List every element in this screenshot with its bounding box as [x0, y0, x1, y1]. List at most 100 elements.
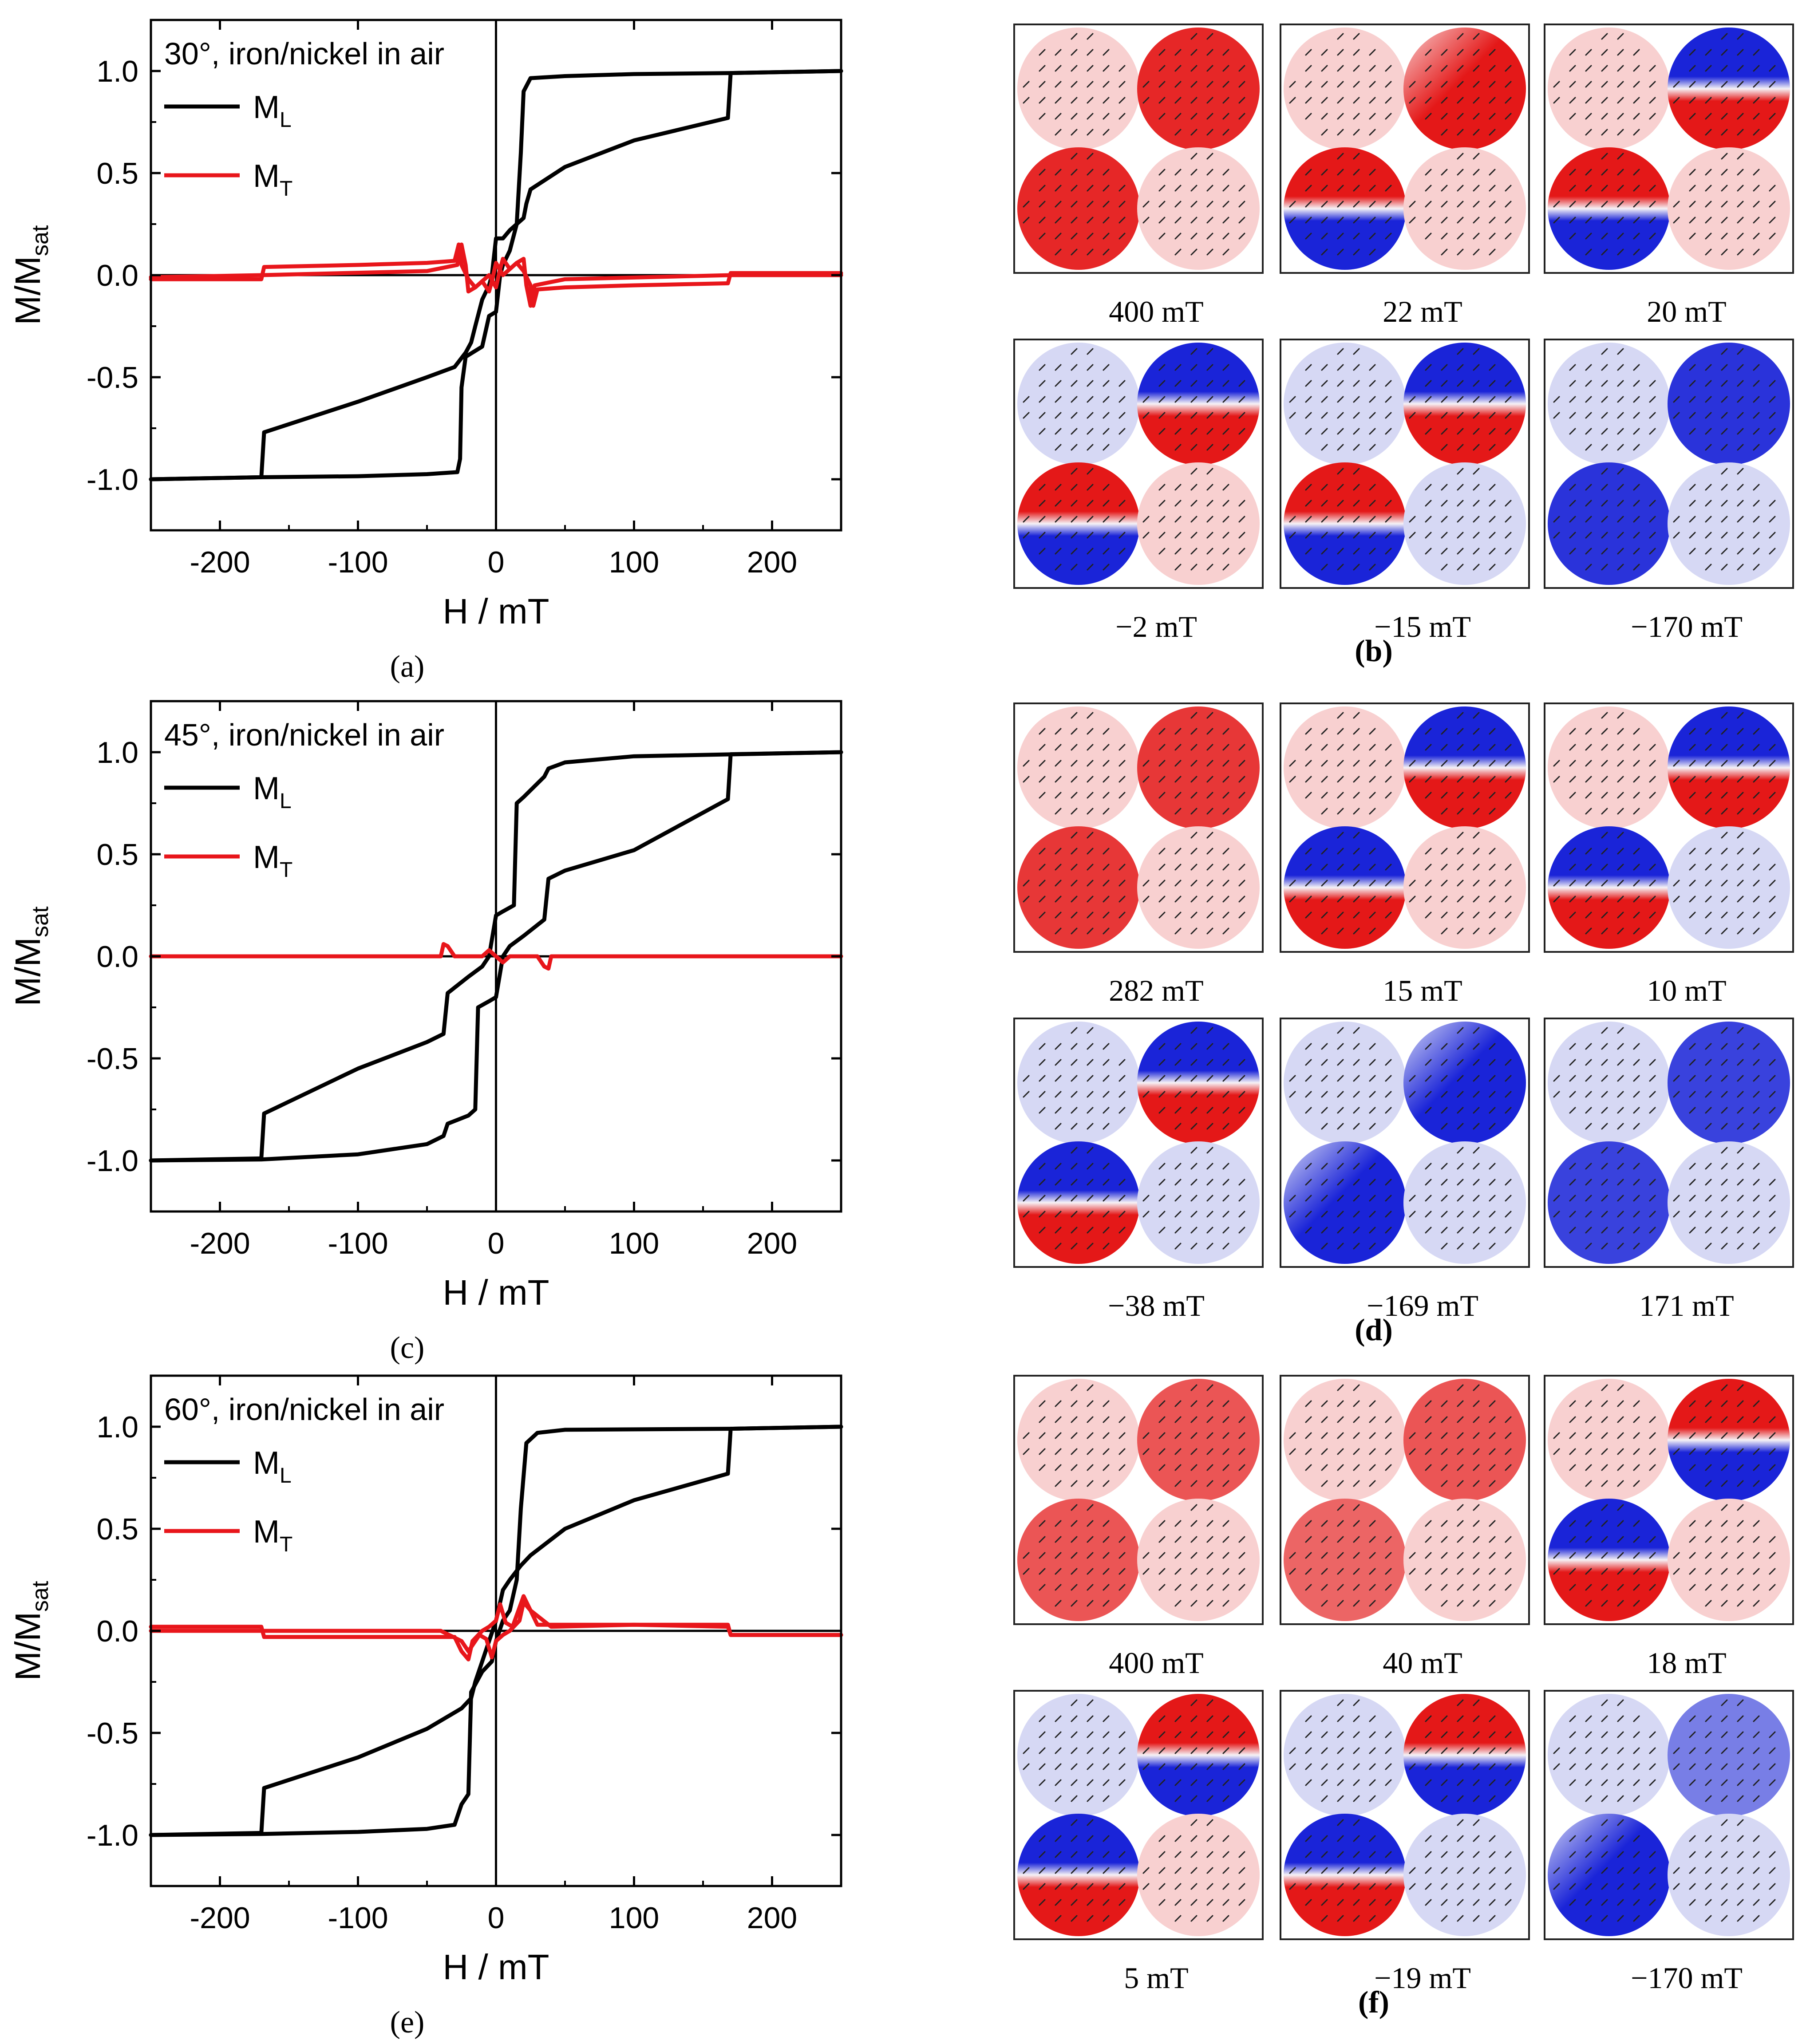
field-arrow [1721, 1384, 1728, 1391]
field-arrow [1158, 1163, 1166, 1170]
field-arrow [1337, 468, 1344, 475]
field-arrow [1721, 712, 1728, 719]
field-arrow [1289, 896, 1296, 903]
field-arrow [1489, 1211, 1496, 1218]
field-arrow [1305, 1400, 1312, 1407]
field-arrow [1425, 1464, 1432, 1471]
field-arrow [1441, 65, 1448, 72]
field-arrow [1206, 1384, 1213, 1391]
field-arrow [1441, 428, 1448, 435]
field-arrow [1071, 1867, 1078, 1874]
field-arrow [1457, 1227, 1464, 1234]
field-arrow [1305, 1091, 1312, 1098]
field-arrow [1585, 380, 1592, 387]
field-arrow [1289, 532, 1296, 539]
field-arrow [1585, 1584, 1592, 1591]
field-arrow [1353, 348, 1360, 355]
field-arrow [1142, 81, 1150, 88]
field-arrow [1071, 1195, 1078, 1202]
field-arrow [1238, 1195, 1245, 1202]
field-arrow [1633, 1091, 1640, 1098]
field-arrow [1039, 380, 1046, 387]
field-arrow [1473, 1195, 1480, 1202]
field-arrow [1705, 1779, 1712, 1786]
field-arrow [1473, 1400, 1480, 1407]
field-arrow [1087, 1568, 1094, 1575]
field-arrow [1569, 81, 1576, 88]
field-arrow [1190, 1899, 1197, 1906]
field-arrow [1601, 1043, 1608, 1050]
field-arrow [1369, 1091, 1376, 1098]
field-arrow [1441, 396, 1448, 403]
snapshot-field-label: 400 mT [1109, 1646, 1203, 1680]
field-arrow [1457, 412, 1464, 419]
field-arrow [1633, 1123, 1640, 1130]
field-arrow [1385, 185, 1392, 192]
field-arrow [1769, 1227, 1776, 1234]
field-arrow [1473, 776, 1480, 783]
field-arrow [1737, 1851, 1744, 1858]
field-arrow [1505, 1091, 1512, 1098]
field-arrow [1489, 233, 1496, 240]
field-arrow [1071, 1835, 1078, 1842]
field-arrow [1553, 516, 1560, 523]
field-arrow [1321, 49, 1328, 56]
field-arrow [1222, 1480, 1229, 1487]
field-arrow [1473, 880, 1480, 887]
field-arrow [1385, 1731, 1392, 1738]
field-arrow [1753, 1107, 1760, 1114]
field-arrow [1689, 185, 1696, 192]
field-arrow [1753, 1480, 1760, 1487]
field-arrow [1174, 912, 1182, 919]
field-arrow [1353, 1715, 1360, 1722]
field-arrow [1585, 1851, 1592, 1858]
field-arrow [1601, 548, 1608, 555]
field-arrow [1158, 896, 1166, 903]
legend-label-mt: MT [253, 1514, 292, 1556]
snapshot-d-2: 10 mT [1544, 702, 1794, 1007]
field-arrow [1689, 1448, 1696, 1455]
field-arrow [1585, 49, 1592, 56]
field-arrow [1023, 1552, 1030, 1559]
field-arrow [1569, 1552, 1576, 1559]
field-arrow [1087, 776, 1094, 783]
field-arrow [1369, 744, 1376, 751]
field-arrow [1473, 848, 1480, 855]
field-arrow [1337, 548, 1344, 555]
field-arrow [1174, 396, 1182, 403]
field-arrow [1238, 1091, 1245, 1098]
field-arrow [1321, 1536, 1328, 1543]
field-arrow [1737, 1043, 1744, 1050]
field-arrow [1321, 1163, 1328, 1170]
field-arrow [1441, 848, 1448, 855]
field-arrow [1238, 1867, 1245, 1874]
field-arrow [1721, 412, 1728, 419]
legend-label-mt: MT [253, 840, 292, 882]
field-arrow [1649, 864, 1656, 871]
field-arrow [1055, 927, 1062, 935]
field-arrow [1055, 1779, 1062, 1786]
field-arrow [1337, 129, 1344, 136]
field-arrow [1737, 832, 1744, 839]
series-line-ml-0 [149, 750, 843, 1163]
magnet-disk [1548, 462, 1670, 585]
field-arrow [1206, 1552, 1213, 1559]
field-arrow [1039, 1851, 1046, 1858]
field-arrow [1087, 1504, 1094, 1511]
field-arrow [1369, 428, 1376, 435]
field-arrow [1721, 1075, 1728, 1082]
field-arrow [1705, 1163, 1712, 1170]
field-arrow [1569, 1227, 1576, 1234]
field-arrow [1489, 912, 1496, 919]
field-arrow [1505, 1448, 1512, 1455]
field-arrow [1071, 1059, 1078, 1066]
field-arrow [1222, 129, 1229, 136]
field-arrow [1737, 217, 1744, 224]
field-arrow [1705, 129, 1712, 136]
field-arrow [1369, 49, 1376, 56]
field-arrow [1369, 1059, 1376, 1066]
field-arrow [1705, 1795, 1712, 1802]
field-arrow [1238, 97, 1245, 104]
field-arrow [1737, 564, 1744, 571]
field-arrow [1505, 81, 1512, 88]
